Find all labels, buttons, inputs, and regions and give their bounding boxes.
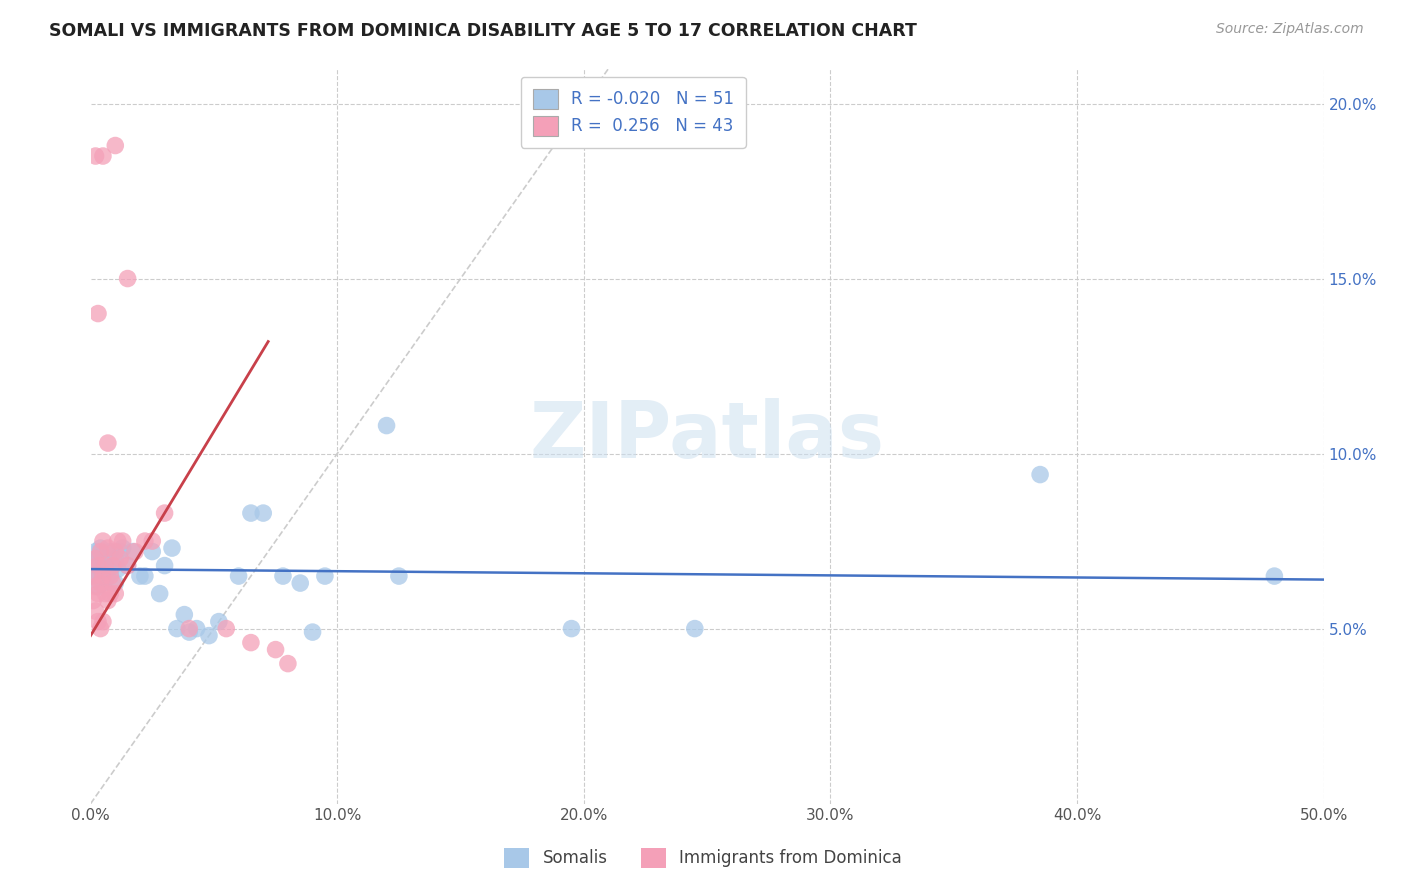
Legend: R = -0.020   N = 51, R =  0.256   N = 43: R = -0.020 N = 51, R = 0.256 N = 43 (520, 77, 745, 147)
Point (314, 569, 336, 583)
Point (104, 576, 127, 591)
Point (111, 534, 134, 549)
Point (107, 534, 129, 549)
Point (111, 541, 134, 555)
Point (186, 622, 208, 636)
Point (98, 569, 121, 583)
Point (97, 541, 120, 555)
Point (97, 548, 120, 562)
Point (228, 569, 250, 583)
Point (87, 566, 110, 580)
Point (82, 569, 104, 583)
Point (84, 604, 107, 618)
Point (94, 573, 117, 587)
Point (89, 541, 111, 555)
Point (91, 569, 114, 583)
Point (1029, 467, 1052, 482)
Point (121, 544, 143, 558)
Point (108, 551, 131, 566)
Point (84, 551, 107, 566)
Point (84, 580, 107, 594)
Legend: Somalis, Immigrants from Dominica: Somalis, Immigrants from Dominica (498, 841, 908, 875)
Point (87, 558, 110, 573)
Point (84, 558, 107, 573)
Point (141, 534, 163, 549)
Point (94, 586, 117, 600)
Point (104, 544, 127, 558)
Point (94, 551, 117, 566)
Point (117, 558, 139, 573)
Point (124, 544, 146, 558)
Point (290, 576, 312, 591)
Point (98, 544, 121, 558)
Point (108, 544, 131, 558)
Point (101, 576, 124, 591)
Point (98, 586, 121, 600)
Point (301, 625, 323, 640)
Point (89, 544, 111, 558)
Point (179, 622, 201, 636)
Point (271, 569, 294, 583)
Point (87, 551, 110, 566)
Point (388, 569, 411, 583)
Point (104, 551, 127, 566)
Point (117, 271, 139, 285)
Point (153, 558, 176, 573)
Point (97, 562, 120, 576)
Point (153, 506, 176, 520)
Point (208, 615, 231, 629)
Point (129, 569, 152, 583)
Point (107, 562, 129, 576)
Point (141, 544, 163, 558)
Point (101, 558, 124, 573)
Point (91, 534, 114, 549)
Point (104, 138, 127, 153)
Point (89, 562, 111, 576)
Point (277, 657, 299, 671)
Point (101, 558, 124, 573)
Point (97, 436, 120, 450)
Point (89, 548, 111, 562)
Point (1263, 569, 1285, 583)
Point (82, 569, 104, 583)
Point (89, 576, 111, 591)
Point (375, 418, 398, 433)
Point (239, 506, 262, 520)
Point (89, 622, 111, 636)
Point (91, 615, 114, 629)
Point (87, 307, 110, 321)
Point (560, 622, 582, 636)
Point (149, 586, 172, 600)
Point (198, 629, 221, 643)
Point (239, 635, 262, 649)
Point (84, 544, 107, 558)
Point (94, 558, 117, 573)
Point (87, 615, 110, 629)
Point (173, 607, 195, 622)
Point (91, 569, 114, 583)
Point (87, 580, 110, 594)
Text: ZIPatlas: ZIPatlas (530, 398, 884, 474)
Point (683, 622, 706, 636)
Point (91, 576, 114, 591)
Point (87, 586, 110, 600)
Point (264, 642, 287, 657)
Point (91, 149, 114, 163)
Point (215, 622, 238, 636)
Text: SOMALI VS IMMIGRANTS FROM DOMINICA DISABILITY AGE 5 TO 17 CORRELATION CHART: SOMALI VS IMMIGRANTS FROM DOMINICA DISAB… (49, 22, 917, 40)
Point (117, 558, 139, 573)
Point (104, 586, 127, 600)
Point (82, 593, 104, 607)
Point (134, 534, 156, 549)
Point (91, 555, 114, 569)
Point (179, 625, 201, 640)
Text: Source: ZipAtlas.com: Source: ZipAtlas.com (1216, 22, 1364, 37)
Point (160, 541, 183, 555)
Point (97, 593, 120, 607)
Point (134, 569, 156, 583)
Point (98, 566, 121, 580)
Point (166, 622, 188, 636)
Point (252, 506, 274, 520)
Point (84, 149, 107, 163)
